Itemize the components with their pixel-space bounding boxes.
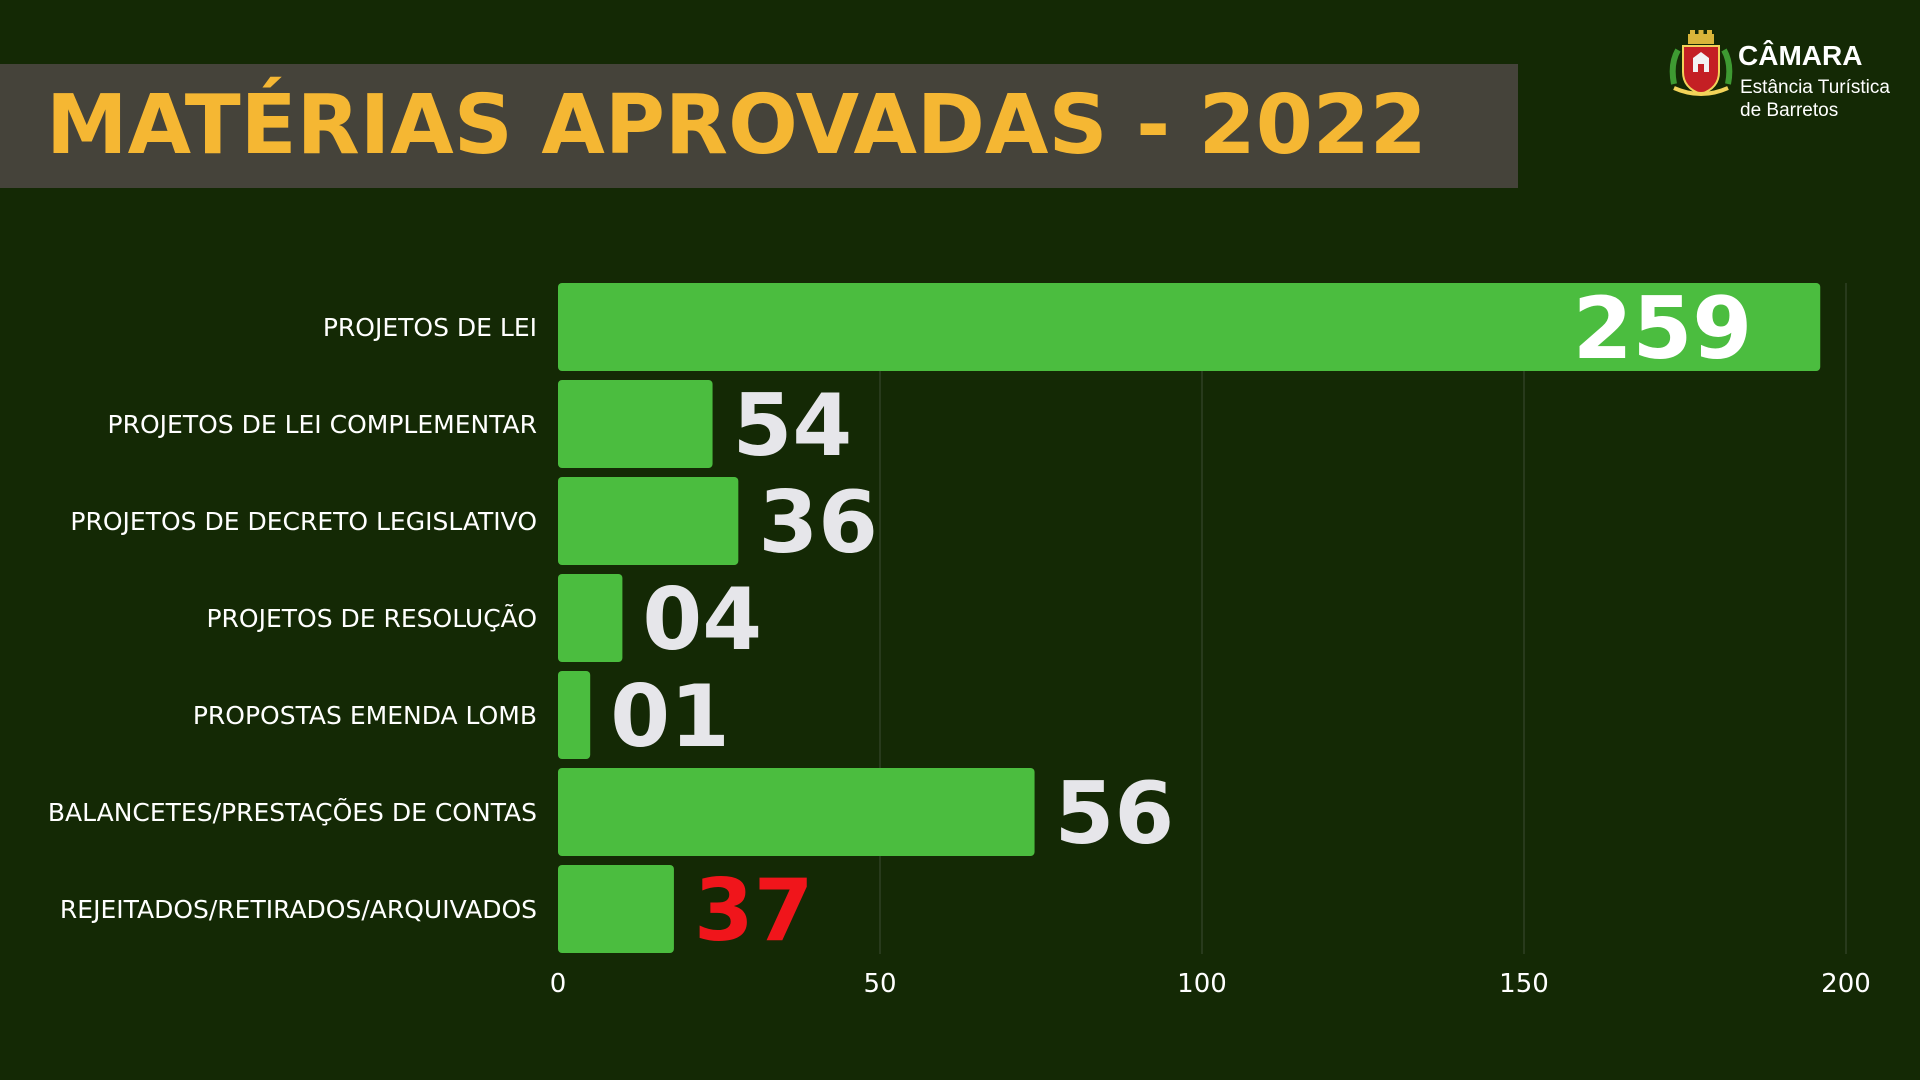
- logo-subtitle: Estância Turística de Barretos: [1740, 76, 1890, 122]
- bar-5: [558, 768, 1035, 856]
- logo-subtitle-line1: Estância Turística: [1740, 77, 1890, 98]
- value-label: 01: [610, 667, 730, 767]
- bar-3: [558, 574, 623, 662]
- logo-subtitle-line2: de Barretos: [1740, 100, 1839, 121]
- value-label: 259: [1573, 279, 1753, 379]
- x-tick-label: 150: [1499, 969, 1549, 999]
- value-label: 54: [733, 376, 853, 476]
- value-label: 36: [758, 473, 878, 573]
- x-tick-label: 50: [863, 969, 896, 999]
- page-title: MATÉRIAS APROVADAS - 2022: [46, 78, 1427, 173]
- category-label: PROJETOS DE RESOLUÇÃO: [206, 603, 537, 633]
- camara-logo: CÂMARA Estância Turística de Barretos: [1668, 24, 1910, 121]
- category-label: PROJETOS DE LEI COMPLEMENTAR: [108, 410, 537, 439]
- x-tick-label: 0: [550, 969, 567, 999]
- bar-0: [558, 283, 1821, 371]
- value-label: 37: [694, 861, 814, 961]
- logo-name: CÂMARA: [1738, 40, 1863, 71]
- title-band: [0, 64, 1518, 188]
- category-label: PROJETOS DE LEI: [323, 313, 537, 342]
- bar-4: [558, 671, 591, 759]
- category-label: BALANCETES/PRESTAÇÕES DE CONTAS: [48, 797, 537, 827]
- category-label: PROJETOS DE DECRETO LEGISLATIVO: [70, 507, 537, 536]
- x-tick-label: 100: [1177, 969, 1227, 999]
- bar-6: [558, 865, 674, 953]
- value-label: 56: [1055, 764, 1175, 864]
- x-tick-label: 200: [1821, 969, 1871, 999]
- bar-2: [558, 477, 739, 565]
- category-label: REJEITADOS/RETIRADOS/ARQUIVADOS: [60, 895, 537, 924]
- coat-of-arms-icon: [1669, 30, 1733, 96]
- category-label: PROPOSTAS EMENDA LOMB: [193, 701, 537, 730]
- value-label: 04: [642, 570, 762, 670]
- bar-1: [558, 380, 713, 468]
